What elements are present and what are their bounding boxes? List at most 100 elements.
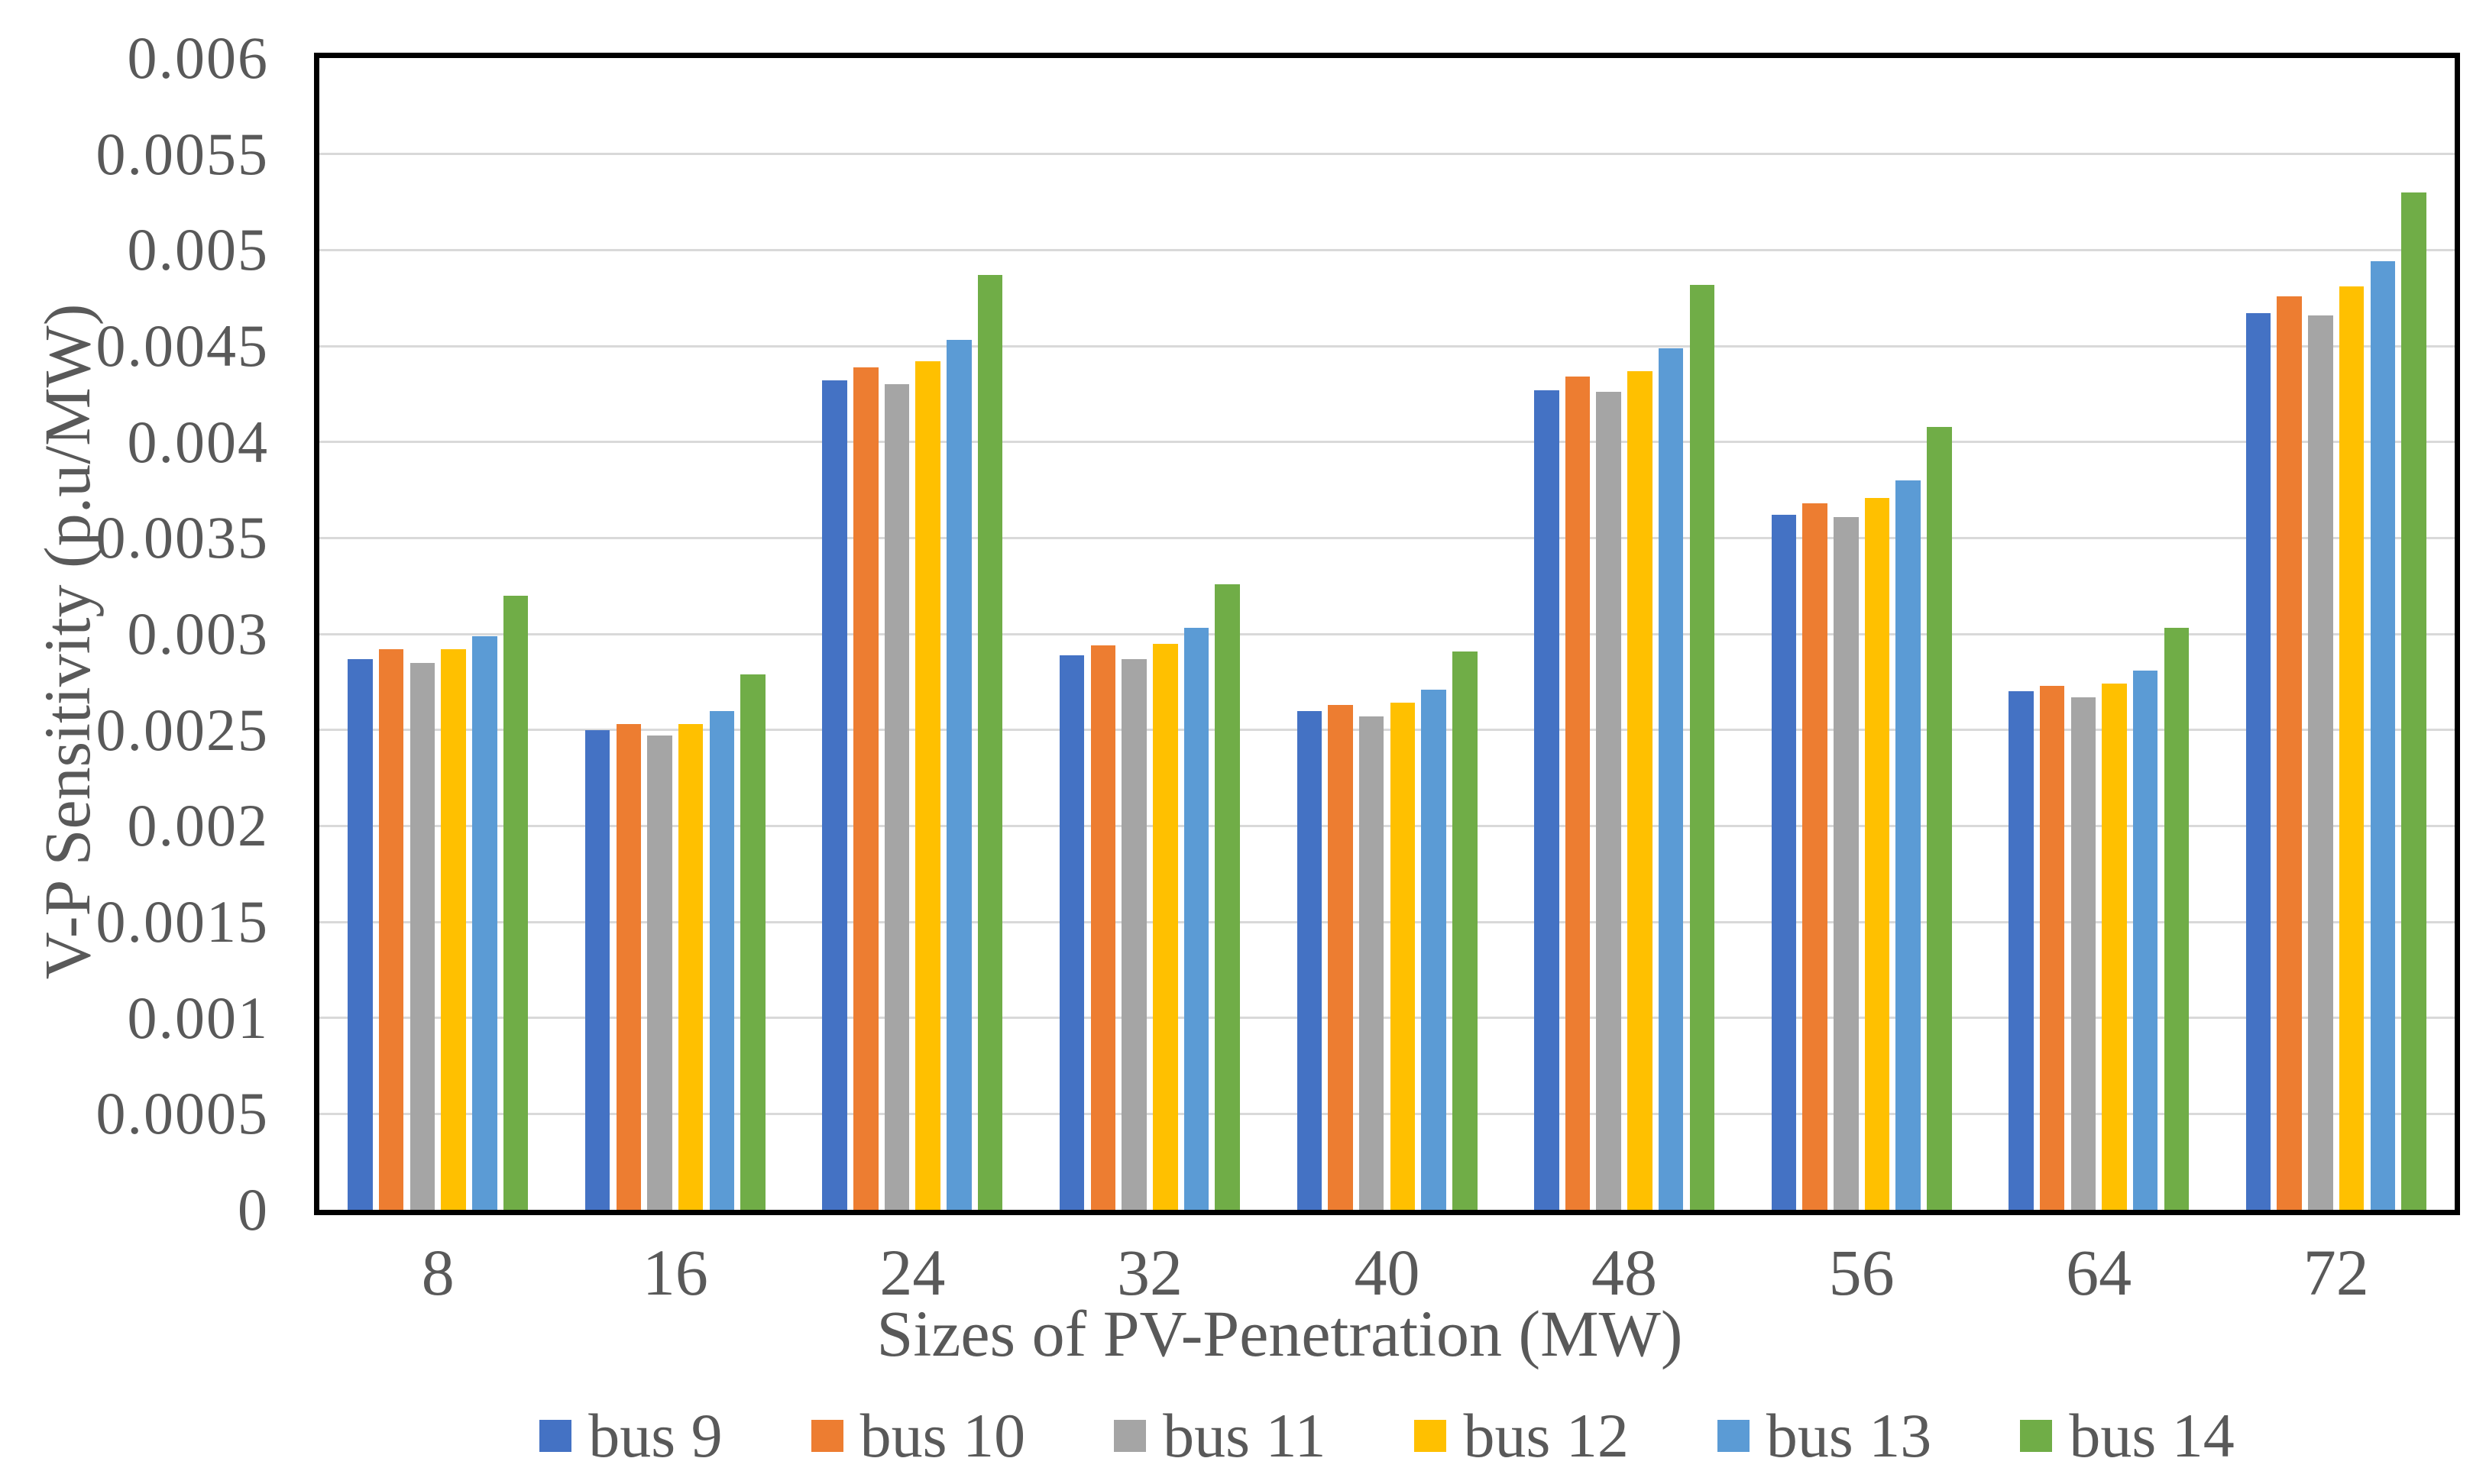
bar-bus14-40mw (1452, 651, 1478, 1210)
bar-bus12-72mw (2339, 286, 2365, 1210)
y-tick-label: 0.006 (127, 24, 269, 91)
gridline (319, 441, 2455, 444)
x-tick-label: 48 (1591, 1236, 1658, 1309)
legend-swatch-icon (2020, 1420, 2053, 1452)
bar-bus13-56mw (1895, 480, 1921, 1210)
plot-area (314, 53, 2460, 1215)
bar-bus9-72mw (2245, 313, 2271, 1210)
y-tick-label: 0.0035 (95, 504, 269, 571)
bar-bus9-24mw (822, 380, 847, 1210)
bar-bus10-8mw (378, 649, 404, 1210)
gridline (319, 248, 2455, 251)
y-tick-label: 0.0045 (95, 312, 269, 379)
y-tick-label: 0.002 (127, 792, 269, 859)
legend-swatch-icon (1414, 1420, 1447, 1452)
x-tick-label: 56 (1828, 1236, 1895, 1309)
legend-label: bus 12 (1463, 1401, 1629, 1470)
bar-bus11-56mw (1834, 516, 1859, 1210)
bar-bus9-64mw (2009, 691, 2034, 1210)
bar-bus13-64mw (2132, 670, 2158, 1210)
y-tick-label: 0.0025 (95, 696, 269, 763)
gridline (319, 824, 2455, 827)
bar-bus10-40mw (1328, 705, 1353, 1210)
bar-bus12-16mw (678, 724, 704, 1210)
legend-label: bus 10 (859, 1401, 1026, 1470)
bar-bus14-32mw (1215, 584, 1240, 1210)
bar-bus14-48mw (1689, 284, 1715, 1210)
bar-bus9-8mw (348, 658, 373, 1210)
gridline (319, 153, 2455, 156)
gridline (319, 1017, 2455, 1020)
bar-bus11-72mw (2308, 315, 2333, 1210)
bar-bus10-56mw (1802, 503, 1827, 1210)
bar-bus11-24mw (884, 384, 910, 1210)
y-tick-label: 0.0005 (95, 1080, 269, 1147)
legend-swatch-icon (1717, 1420, 1750, 1452)
bar-bus10-64mw (2039, 685, 2065, 1210)
bar-bus12-40mw (1390, 703, 1416, 1210)
x-tick-label: 8 (421, 1236, 455, 1309)
bar-bus9-32mw (1059, 655, 1085, 1210)
legend-label: bus 11 (1163, 1401, 1326, 1470)
bar-bus10-16mw (616, 724, 642, 1210)
bar-bus9-48mw (1534, 390, 1559, 1210)
bar-bus9-16mw (584, 729, 610, 1210)
bar-bus12-24mw (915, 361, 940, 1210)
bar-bus12-48mw (1627, 370, 1652, 1210)
bar-bus12-8mw (441, 649, 466, 1210)
bar-bus11-8mw (409, 662, 435, 1210)
bar-bus14-56mw (1927, 426, 1952, 1210)
legend-swatch-icon (1114, 1420, 1147, 1452)
legend-item-bus11: bus 11 (1114, 1404, 1326, 1468)
x-tick-label: 40 (1354, 1236, 1420, 1309)
gridline (319, 344, 2455, 348)
bar-bus11-40mw (1358, 716, 1384, 1210)
x-axis-title: Sizes of PV-Penetration (MW) (876, 1297, 1683, 1370)
bar-bus10-48mw (1565, 377, 1591, 1210)
y-tick-label: 0 (238, 1176, 269, 1243)
bar-bus13-16mw (709, 710, 735, 1210)
x-tick-label: 64 (2066, 1236, 2132, 1309)
y-tick-label: 0.003 (127, 600, 269, 667)
x-tick-label: 24 (879, 1236, 946, 1309)
bar-bus13-72mw (2370, 261, 2396, 1210)
y-axis-title: V-P Sensitivity (p.u/MW) (31, 303, 104, 980)
bar-bus10-24mw (853, 367, 879, 1210)
bar-bus14-16mw (740, 674, 766, 1210)
legend-label: bus 9 (588, 1401, 723, 1470)
bar-bus14-24mw (977, 275, 1003, 1210)
bar-bus13-40mw (1421, 689, 1446, 1210)
bar-bus12-56mw (1864, 497, 1890, 1210)
bar-bus11-64mw (2070, 697, 2096, 1210)
legend-item-bus13: bus 13 (1717, 1404, 1931, 1468)
x-tick-label: 72 (2303, 1236, 2369, 1309)
legend-swatch-icon (811, 1420, 843, 1452)
bar-bus10-32mw (1090, 645, 1116, 1210)
legend-label: bus 14 (2069, 1401, 2235, 1470)
bar-bus12-32mw (1153, 643, 1178, 1210)
legend-item-bus12: bus 12 (1414, 1401, 1629, 1470)
bar-bus11-48mw (1596, 392, 1621, 1210)
x-tick-label: 32 (1116, 1236, 1183, 1309)
legend-item-bus9: bus 9 (539, 1401, 723, 1470)
y-tick-label: 0.0015 (95, 888, 269, 955)
bar-bus12-64mw (2102, 684, 2127, 1210)
y-tick-label: 0.0055 (95, 120, 269, 187)
bar-bus13-24mw (947, 340, 972, 1210)
bar-bus14-8mw (503, 595, 529, 1210)
gridline (319, 920, 2455, 923)
bar-bus9-56mw (1771, 515, 1797, 1210)
legend-swatch-icon (539, 1420, 572, 1452)
bar-bus13-8mw (472, 635, 497, 1210)
legend-label: bus 13 (1766, 1401, 1932, 1470)
y-tick-label: 0.001 (127, 984, 269, 1051)
gridline (319, 632, 2455, 635)
y-tick-label: 0.004 (127, 408, 269, 475)
x-tick-label: 16 (642, 1236, 708, 1309)
gridline (319, 729, 2455, 732)
bar-bus11-32mw (1122, 658, 1147, 1210)
legend-item-bus10: bus 10 (811, 1404, 1025, 1468)
bar-bus10-72mw (2277, 296, 2302, 1210)
y-tick-label: 0.005 (127, 216, 269, 283)
legend-item-bus14: bus 14 (2020, 1401, 2235, 1470)
